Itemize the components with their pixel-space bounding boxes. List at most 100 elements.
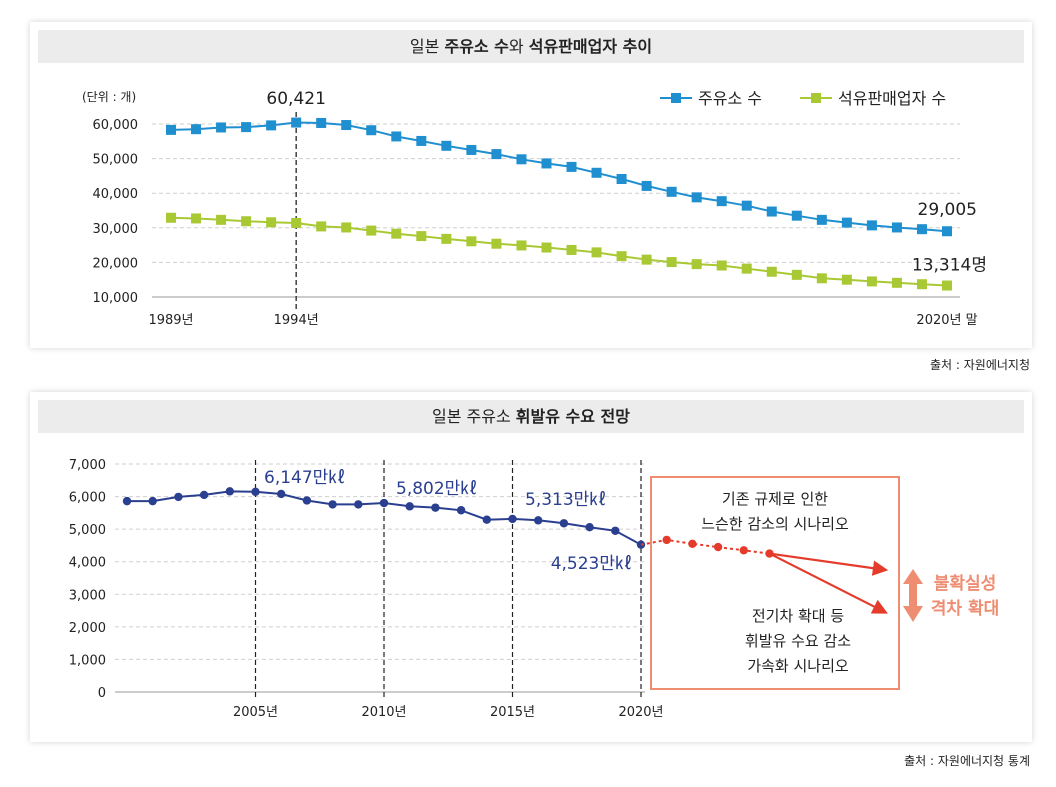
uncertainty-label: 격차 확대 — [931, 599, 999, 619]
uncertainty-arrow-up — [903, 569, 923, 584]
series-line-stations — [170, 121, 948, 233]
data-point — [251, 487, 260, 496]
y-tick-label: 30,000 — [93, 222, 139, 237]
data-point — [491, 149, 502, 160]
scenario-text: 가속화 시나리오 — [747, 657, 849, 675]
data-point — [516, 154, 527, 165]
data-point — [766, 266, 777, 277]
demand-value-label: 5,313만㎘ — [525, 490, 606, 510]
data-point — [366, 125, 377, 136]
data-point — [241, 216, 252, 227]
data-point — [266, 217, 277, 228]
data-point — [405, 502, 414, 511]
data-point — [591, 167, 602, 178]
y-tick-label: 40,000 — [93, 187, 139, 202]
data-point — [441, 140, 452, 151]
y-tick-label: 60,000 — [93, 118, 139, 133]
x-tick-label: 1989년 — [148, 313, 193, 328]
data-point — [891, 277, 902, 288]
x-tick-label: 2020년 — [618, 705, 663, 720]
data-point — [328, 500, 337, 509]
y-tick-label: 6,000 — [69, 491, 106, 506]
y-tick-label: 5,000 — [69, 523, 106, 538]
uncertainty-arrow-shaft — [909, 584, 917, 606]
data-point — [216, 214, 227, 225]
forecast-point — [713, 542, 723, 552]
scenario-text: 느슨한 감소의 시나리오 — [701, 515, 849, 533]
y-tick-label: 7,000 — [69, 458, 106, 473]
data-point — [225, 487, 234, 496]
data-point — [241, 122, 252, 133]
x-tick-label: 2005년 — [233, 705, 278, 720]
forecast-point — [662, 535, 671, 545]
data-point — [566, 244, 577, 255]
data-point — [541, 158, 552, 169]
y-tick-label: 20,000 — [93, 256, 139, 271]
data-point — [866, 220, 877, 231]
data-point — [122, 496, 132, 506]
data-point — [942, 226, 952, 237]
data-point — [316, 221, 327, 232]
data-point — [148, 496, 157, 506]
y-tick-label: 4,000 — [69, 556, 106, 571]
fast-decline-arrow — [769, 552, 888, 614]
y-tick-label: 3,000 — [69, 588, 106, 603]
data-point — [791, 210, 802, 221]
data-point — [277, 489, 286, 499]
station-end-value-label: 29,005 — [918, 200, 977, 220]
y-tick-label: 2,000 — [69, 621, 106, 636]
data-point — [666, 257, 677, 268]
legend-swatch-marker — [811, 93, 821, 103]
y-tick-label: 10,000 — [93, 291, 139, 306]
data-point — [616, 174, 627, 185]
data-point — [541, 242, 552, 253]
data-point — [416, 135, 427, 146]
legend-label: 주유소 수 — [698, 89, 762, 108]
data-point — [366, 225, 377, 236]
forecast-point — [688, 539, 697, 548]
data-point — [716, 196, 727, 207]
data-point — [816, 273, 827, 284]
x-tick-label: 1994년 — [274, 313, 319, 328]
data-point — [166, 212, 176, 223]
chart1-title: 일본 주유소 수와 석유판매업자 추이 — [38, 30, 1024, 63]
data-point — [191, 213, 202, 224]
data-point — [491, 238, 502, 249]
data-point — [916, 224, 927, 235]
demand-value-label: 4,523만㎘ — [551, 554, 632, 574]
demand-value-label: 6,147만㎘ — [264, 468, 345, 488]
data-point — [291, 117, 302, 128]
y-tick-label: 0 — [98, 686, 106, 701]
data-point — [191, 124, 202, 135]
forecast-scenario-box — [650, 476, 900, 690]
data-point — [591, 247, 602, 258]
data-point — [341, 120, 352, 131]
data-point — [431, 503, 440, 512]
data-point — [841, 274, 852, 285]
y-tick-label: 1,000 — [69, 653, 106, 668]
data-point — [791, 269, 802, 280]
data-point — [916, 279, 927, 290]
x-tick-label: 2020년 말 — [916, 313, 977, 328]
data-point — [641, 180, 652, 191]
data-point — [216, 122, 227, 133]
data-point — [559, 519, 569, 528]
data-point — [166, 124, 176, 135]
data-point — [534, 516, 543, 525]
chart1-source: 출처 : 자원에너지청 — [930, 358, 1030, 372]
legend-label: 석유판매업자 수 — [838, 89, 946, 108]
data-point — [482, 515, 491, 524]
data-point — [174, 492, 183, 502]
data-point — [816, 214, 827, 225]
scenario-text: 휘발유 수요 감소 — [745, 632, 851, 650]
data-point — [766, 206, 777, 217]
chart2-source: 출처 : 자원에너지청 통계 — [904, 754, 1030, 768]
chart1-unit-label: (단위 : 개) — [82, 90, 136, 104]
data-point — [466, 236, 477, 247]
x-tick-label: 2015년 — [490, 705, 535, 720]
data-point — [266, 120, 277, 131]
data-point — [199, 490, 209, 500]
data-point — [585, 522, 594, 532]
data-point — [942, 280, 952, 291]
